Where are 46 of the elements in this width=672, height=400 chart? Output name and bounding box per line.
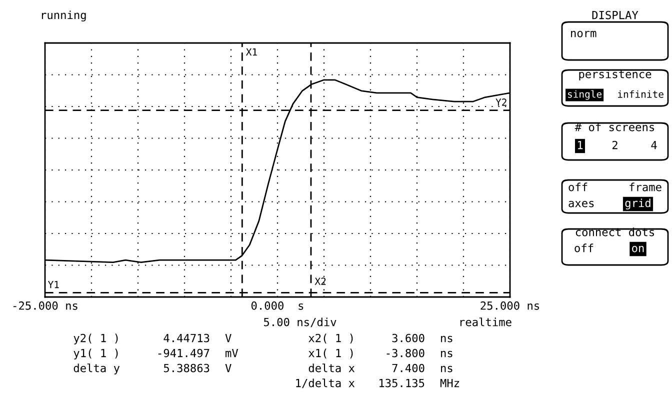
ref-line-label: X2 bbox=[314, 278, 326, 285]
ref-line-label: Y2 bbox=[496, 98, 506, 106]
text: MHz bbox=[440, 378, 460, 388]
text: 7.400 bbox=[392, 364, 424, 372]
text: 1/delta x bbox=[296, 378, 355, 388]
ref-line-label: X1 bbox=[246, 48, 257, 56]
text: ns bbox=[441, 350, 452, 358]
text: 5.38863 bbox=[164, 364, 210, 372]
text: V bbox=[225, 364, 232, 372]
text: single bbox=[568, 90, 602, 100]
text: y1( 1 ) bbox=[74, 348, 118, 360]
text: V bbox=[225, 334, 232, 342]
text: axes bbox=[568, 200, 594, 208]
text: norm bbox=[571, 30, 596, 38]
text: realtime bbox=[460, 318, 512, 326]
x-tick-label: 0.000 s bbox=[251, 301, 304, 310]
text: x2( 1 ) bbox=[308, 334, 353, 344]
text: -3.800 bbox=[386, 348, 424, 358]
text: off bbox=[574, 244, 594, 252]
text: x1( 1 ) bbox=[308, 348, 353, 359]
text: delta y bbox=[74, 364, 120, 374]
text: 135.135 bbox=[380, 378, 424, 388]
text: off bbox=[568, 182, 588, 192]
text: mV bbox=[226, 348, 238, 358]
text: frame bbox=[630, 182, 662, 192]
text: 4.44713 bbox=[164, 334, 210, 342]
x-tick-label: 25.000 ns bbox=[480, 301, 540, 310]
text: infinite bbox=[618, 90, 664, 98]
text: ns bbox=[441, 336, 452, 342]
text: on bbox=[632, 246, 644, 252]
ref-line-label: Y1 bbox=[48, 281, 59, 288]
text: 3.600 bbox=[392, 334, 424, 342]
text: grid bbox=[625, 198, 650, 210]
text: connect dots bbox=[576, 228, 654, 236]
text: ns bbox=[441, 366, 452, 372]
text: 4 bbox=[651, 140, 657, 150]
text: 5.00 ns/div bbox=[264, 318, 336, 328]
text: 1 bbox=[578, 140, 583, 150]
text: 2 bbox=[612, 140, 618, 150]
text: persistence bbox=[579, 70, 652, 80]
text: -941.497 bbox=[158, 348, 210, 358]
text: y2( 1 ) bbox=[74, 334, 118, 344]
text: running bbox=[42, 10, 86, 22]
text: delta x bbox=[308, 364, 355, 372]
x-tick-label: -25.000 ns bbox=[13, 301, 78, 310]
text: DISPLAY bbox=[592, 10, 638, 20]
